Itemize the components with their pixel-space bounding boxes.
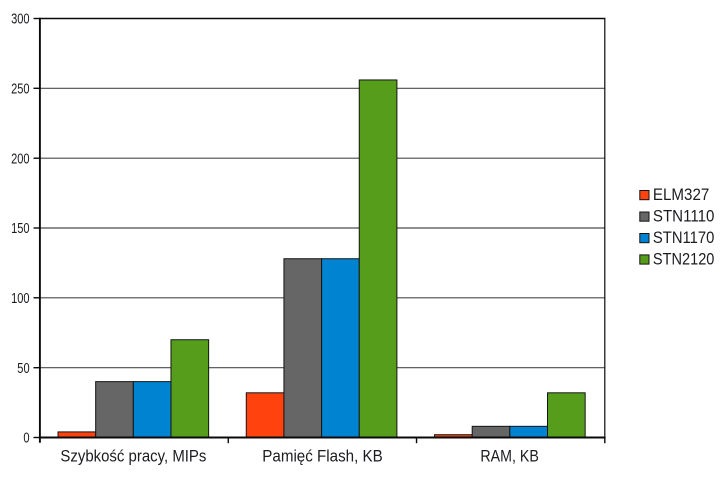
svg-text:200: 200 [11, 151, 30, 167]
svg-text:Pamięć Flash, KB: Pamięć Flash, KB [262, 447, 382, 466]
svg-text:0: 0 [23, 431, 29, 447]
svg-text:50: 50 [17, 361, 29, 377]
svg-text:150: 150 [11, 221, 30, 237]
svg-text:ELM327: ELM327 [653, 185, 709, 204]
svg-text:STN1110: STN1110 [653, 206, 715, 225]
svg-text:RAM, KB: RAM, KB [480, 447, 538, 466]
svg-text:100: 100 [11, 291, 30, 307]
svg-text:300: 300 [11, 12, 30, 28]
svg-text:Szybkość pracy, MIPs: Szybkość pracy, MIPs [60, 447, 206, 466]
svg-text:STN2120: STN2120 [653, 249, 715, 268]
svg-text:STN1170: STN1170 [653, 228, 715, 247]
svg-text:250: 250 [11, 82, 30, 98]
